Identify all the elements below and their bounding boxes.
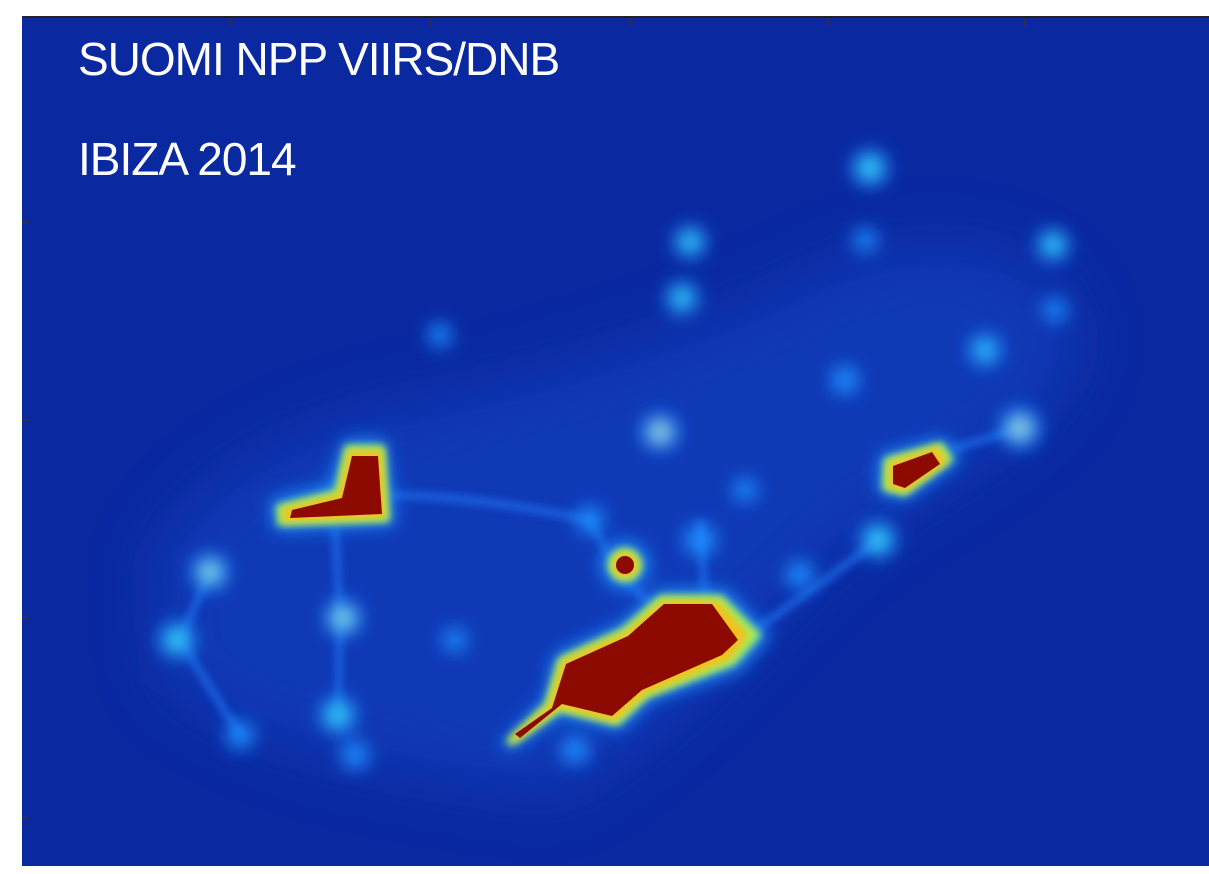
night-lights-image: SUOMI NPP VIIRS/DNB IBIZA 2014 xyxy=(0,0,1209,874)
page: SUOMI NPP VIIRS/DNB IBIZA 2014 (() => { … xyxy=(0,0,1209,874)
image-title: SUOMI NPP VIIRS/DNB xyxy=(78,33,559,85)
image-subtitle: IBIZA 2014 xyxy=(78,133,296,185)
